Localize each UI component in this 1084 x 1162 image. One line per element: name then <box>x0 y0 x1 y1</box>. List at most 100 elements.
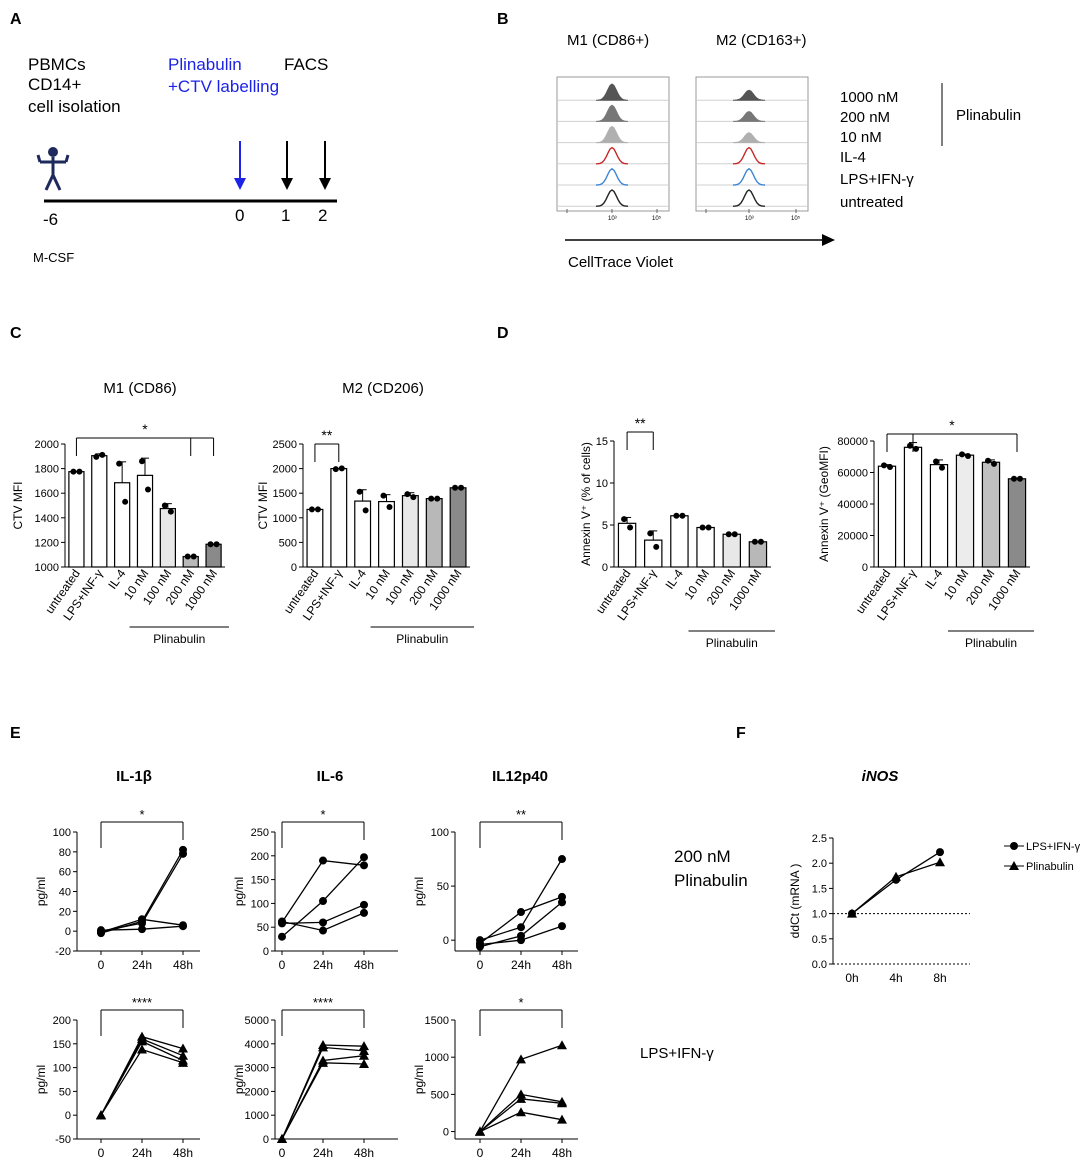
y-tick-label: 500 <box>431 1089 449 1101</box>
data-point <box>959 451 965 458</box>
chart-title: M2 (CD206) <box>342 380 424 397</box>
data-point <box>751 538 758 545</box>
group-label: Plinabulin <box>965 636 1017 650</box>
data-point <box>319 897 327 906</box>
x-tick-label: IL-4 <box>922 566 946 591</box>
axis-label: CellTrace Violet <box>568 254 674 271</box>
x-tick-label: 8h <box>933 971 946 985</box>
y-tick-label: 0 <box>862 562 868 574</box>
condition-label: untreated <box>840 194 903 211</box>
y-tick-label: 1000 <box>425 1052 449 1064</box>
data-point <box>122 498 129 505</box>
row-label: LPS+IFN-γ <box>640 1045 714 1062</box>
y-tick-label: 50 <box>437 881 449 893</box>
y-tick-label: 20 <box>59 906 71 918</box>
x-tick-label: 0 <box>279 1146 286 1160</box>
row-label: Plinabulin <box>674 871 748 890</box>
data-point <box>359 1059 369 1069</box>
data-point <box>93 453 100 460</box>
data-point <box>332 466 339 473</box>
data-point <box>359 1041 369 1051</box>
y-tick-label: 200 <box>251 851 269 863</box>
treatment-line-2: +CTV labelling <box>168 77 279 96</box>
data-point <box>557 1098 567 1108</box>
panel-d-label: D <box>497 325 509 342</box>
histogram-column-title: M1 (CD86+) <box>567 32 649 49</box>
bar-chart-D1: Annexin V⁺ (% of cells)051015untreatedLP… <box>579 415 775 650</box>
data-point <box>647 530 654 537</box>
histogram-trace <box>732 110 766 122</box>
y-axis-label: CTV MFI <box>256 482 270 530</box>
data-point <box>933 458 939 465</box>
bar <box>378 500 395 568</box>
data-point <box>907 442 913 449</box>
data-point <box>705 524 712 531</box>
data-point <box>137 1036 147 1046</box>
cytokine-title: IL12p40 <box>492 768 548 785</box>
data-point <box>70 468 77 475</box>
data-point <box>167 508 174 515</box>
cells-line-2: CD14+ <box>28 75 81 94</box>
y-tick-label: 60000 <box>837 468 868 480</box>
data-point <box>359 1045 369 1055</box>
data-point <box>178 1050 188 1060</box>
bar <box>722 533 741 568</box>
data-point <box>673 512 680 519</box>
x-tick-label: 48h <box>552 958 572 972</box>
y-tick-label: 0.5 <box>812 934 827 946</box>
histogram-tick-label: 10⁵ <box>791 215 801 222</box>
data-point <box>116 460 123 467</box>
bar <box>696 526 715 568</box>
y-tick-label: 4000 <box>245 1039 269 1051</box>
data-point <box>380 492 387 499</box>
histogram-tick-label: 10⁵ <box>652 215 662 222</box>
data-point <box>278 917 286 926</box>
treatment-line-1: Plinabulin <box>168 55 242 74</box>
series-line <box>100 1048 184 1116</box>
data-point <box>145 486 151 493</box>
data-point <box>516 1107 526 1117</box>
data-point <box>178 1043 188 1053</box>
group-label: Plinabulin <box>153 632 205 646</box>
data-point <box>137 1044 147 1054</box>
data-point <box>410 494 417 501</box>
condition-label: LPS+IFN-γ <box>840 171 914 188</box>
data-point <box>184 553 191 560</box>
histogram-trace <box>732 189 766 207</box>
data-point <box>356 488 363 495</box>
panel-e-label: E <box>10 725 21 742</box>
bar <box>306 508 324 568</box>
data-point <box>314 506 321 513</box>
bar <box>401 495 419 568</box>
y-tick-label: 80 <box>59 847 71 859</box>
x-tick-label: 24h <box>132 1146 152 1160</box>
line-chart-E6: pg/ml 0 500 1000 1500 0 24h 48h * <box>412 995 578 1160</box>
data-point <box>179 849 187 858</box>
bar <box>159 507 176 568</box>
data-point <box>428 495 435 502</box>
y-tick-label: 250 <box>251 827 269 839</box>
bar-chart-D2: Annexin V⁺ (GeoMFI) 0 20000 40000 60000 80000… <box>817 417 1034 650</box>
data-point <box>679 512 686 519</box>
bar <box>113 482 131 568</box>
data-point <box>985 457 991 464</box>
bar <box>981 461 1001 568</box>
bar <box>205 543 222 568</box>
y-axis-label: pg/ml <box>34 877 48 906</box>
histogram-trace <box>595 104 629 122</box>
row-label: 200 nM <box>674 847 731 866</box>
significance-label: * <box>320 807 325 822</box>
x-tick-label: 0 <box>98 1146 105 1160</box>
x-tick-label: 48h <box>173 1146 193 1160</box>
x-tick-label: 24h <box>511 958 531 972</box>
data-point <box>1010 842 1018 850</box>
data-point <box>516 1054 526 1064</box>
y-tick-label: 20000 <box>837 531 868 543</box>
y-axis-label: CTV MFI <box>11 482 25 530</box>
condition-label: 200 nM <box>840 109 890 126</box>
bar <box>617 522 637 568</box>
data-point <box>936 848 944 857</box>
condition-label: IL-4 <box>840 149 866 166</box>
data-point <box>190 553 197 560</box>
data-point <box>96 1110 106 1120</box>
